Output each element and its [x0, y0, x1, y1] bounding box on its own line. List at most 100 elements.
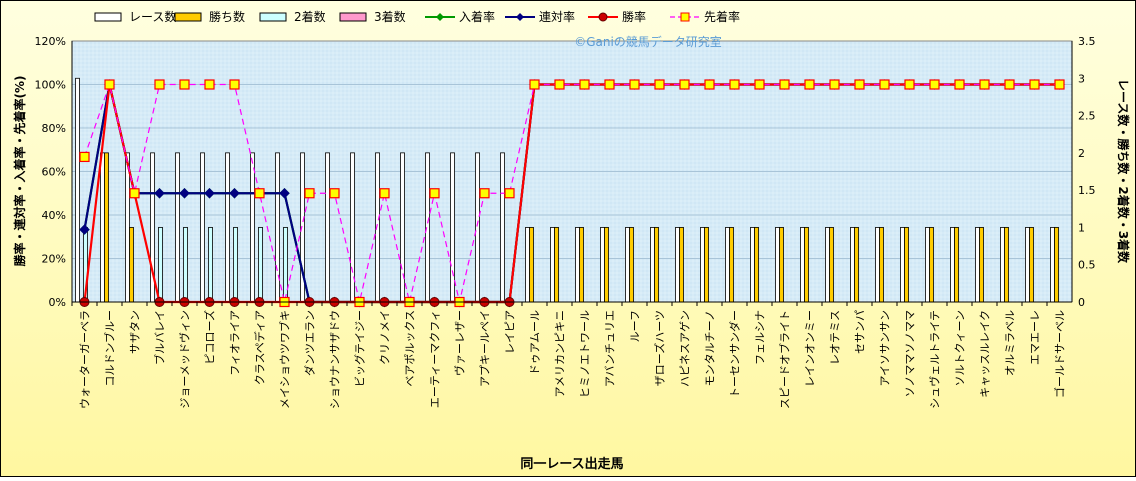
- bar-1: [904, 227, 909, 303]
- x-tick-label: アバンチュリエ: [604, 310, 617, 387]
- bar-1: [804, 227, 809, 303]
- y-left-tick-label: 80%: [42, 122, 66, 135]
- point: [904, 79, 915, 90]
- point: [279, 188, 290, 199]
- bar-1: [929, 227, 934, 303]
- bar-0: [700, 227, 705, 303]
- bar-0: [400, 152, 405, 303]
- point: [179, 79, 190, 90]
- x-tick-label: ドゥアムール: [529, 310, 542, 375]
- x-tick-label: クリノメイ: [379, 310, 392, 365]
- point: [329, 188, 340, 199]
- point: [429, 188, 440, 199]
- legend-marker: [436, 13, 444, 21]
- y-axis-left-title: 勝率・連対率・入着率・先着率(%): [12, 76, 27, 267]
- x-tick-label: フェルシナ: [754, 310, 767, 365]
- bar-1: [554, 227, 559, 303]
- bar-1: [854, 227, 859, 303]
- point: [704, 79, 715, 90]
- point: [179, 188, 190, 199]
- y-right-tick-label: 3.5: [1078, 35, 1096, 48]
- point: [1004, 79, 1015, 90]
- bar-0: [475, 152, 480, 303]
- bar-2: [158, 227, 163, 303]
- x-tick-label: アプキールペイ: [479, 310, 492, 387]
- point: [204, 79, 215, 90]
- point: [229, 79, 240, 90]
- x-tick-label: ヴァーレザー: [453, 310, 467, 376]
- legend-swatch: [174, 12, 202, 22]
- x-tick-label: アイソサンサン: [879, 310, 892, 386]
- line-series: [79, 79, 1065, 308]
- bar-0: [950, 227, 955, 303]
- point: [154, 79, 165, 90]
- bar-0: [450, 152, 455, 303]
- bar-1: [954, 227, 959, 303]
- point: [979, 79, 990, 90]
- bar-0: [1025, 227, 1030, 303]
- point: [304, 188, 315, 199]
- point: [729, 79, 740, 90]
- x-tick-label: キャッスルレイク: [979, 310, 992, 398]
- bar-0: [125, 152, 130, 303]
- x-tick-label: スピードオブライト: [778, 310, 792, 409]
- legend-label: レース数: [129, 9, 176, 24]
- bar-1: [629, 227, 634, 303]
- bar-0: [850, 227, 855, 303]
- bar-1: [129, 227, 134, 303]
- bar-1: [829, 227, 834, 303]
- bar-0: [550, 227, 555, 303]
- legend-label: 勝ち数: [209, 9, 245, 24]
- x-tick-label: エーティーマクフィ: [429, 310, 442, 408]
- point: [854, 79, 865, 90]
- bar-1: [679, 227, 684, 303]
- point: [579, 79, 590, 90]
- y-right-tick-label: 2.5: [1078, 110, 1096, 123]
- point: [654, 79, 665, 90]
- point: [254, 188, 265, 199]
- point: [204, 188, 215, 199]
- x-tick-label: ショウナンサザドウ: [329, 310, 342, 409]
- x-tick-label: サザタン: [129, 310, 142, 354]
- point: [79, 151, 90, 163]
- legend-label: 勝率: [622, 9, 646, 24]
- y-right-tick-label: 0.5: [1078, 259, 1096, 272]
- x-tick-label: ヒミノエトワール: [579, 310, 592, 398]
- point: [679, 79, 690, 90]
- y-left-tick-label: 100%: [35, 79, 66, 92]
- bar-1: [1054, 227, 1059, 303]
- x-axis-title: 同一レース出走馬: [520, 456, 623, 472]
- x-tick-label: ハピネスアゲン: [679, 310, 692, 387]
- legend-label: 連対率: [539, 9, 575, 24]
- bar-1: [1004, 227, 1009, 303]
- point: [754, 79, 765, 90]
- bar-0: [575, 227, 580, 303]
- x-tick-label: クラスペディア: [253, 310, 267, 385]
- y-left-tick-label: 0%: [49, 296, 66, 309]
- legend-label: 2着数: [294, 9, 326, 24]
- x-tick-label: ジョーメッドヴィン: [178, 310, 192, 409]
- point: [879, 79, 890, 90]
- legend-swatch: [339, 12, 367, 22]
- bar-0: [225, 152, 230, 303]
- bar-1: [879, 227, 884, 303]
- bar-0: [175, 152, 180, 303]
- point: [1029, 79, 1040, 90]
- bar-2: [258, 227, 263, 303]
- axes: 0% 20% 40% 60% 80% 100% 120% 0 0.5 1 1.5 2 2.5 3 3.5 ウォ…: [35, 35, 1096, 409]
- point: [829, 79, 840, 90]
- bar-0: [1050, 227, 1055, 303]
- x-tick-label: ピコローズ: [203, 310, 217, 364]
- legend-swatch: [94, 12, 122, 22]
- x-tick-label: レオテミス: [829, 310, 842, 365]
- legend-marker: [516, 13, 524, 21]
- x-tick-label: エマエーレ: [1029, 310, 1042, 365]
- point: [554, 79, 565, 90]
- x-tick-label: モンタルチーノ: [704, 310, 717, 386]
- bar-1: [754, 227, 759, 303]
- bar-0: [500, 152, 505, 303]
- x-tick-label: ルーフ: [629, 310, 642, 342]
- point: [104, 79, 115, 90]
- point: [929, 79, 940, 90]
